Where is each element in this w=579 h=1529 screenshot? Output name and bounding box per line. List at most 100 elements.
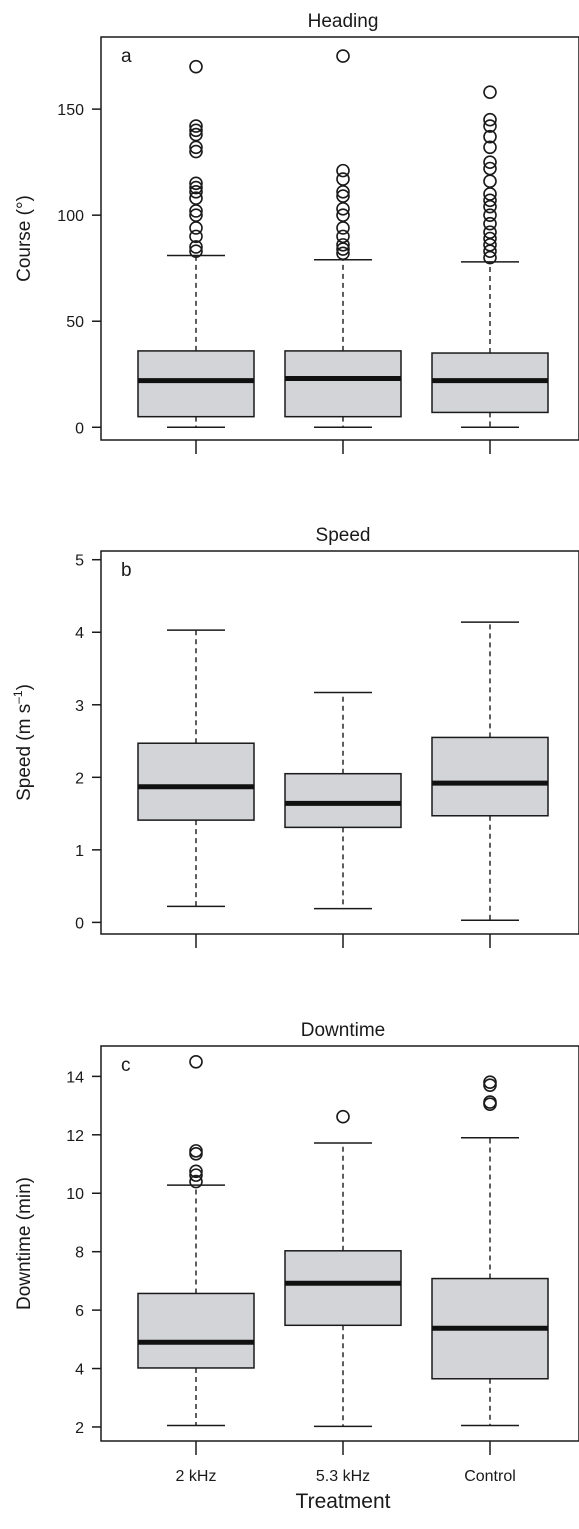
outlier-point: [336, 221, 350, 235]
outlier-point: [336, 49, 350, 63]
outlier-point: [189, 140, 203, 155]
panel-c-box-2: [284, 1109, 402, 1428]
panel-b-y-tick-label: 3: [75, 698, 84, 715]
panel-a-plot-frame: [100, 36, 579, 441]
outlier-point: [189, 144, 203, 159]
iqr-box: [137, 350, 255, 418]
outlier-point: [483, 250, 497, 265]
iqr-box: [137, 1292, 255, 1369]
outlier-point: [189, 240, 203, 254]
outlier-point: [336, 185, 350, 199]
outlier-point: [336, 163, 350, 178]
panel-c-y-axis-label: Downtime (min): [14, 1177, 35, 1310]
panel-b-y-axis-label-superscript: –1: [11, 690, 25, 704]
panel-b-y-tick-label: 2: [75, 770, 84, 787]
panel-c-box-1: [137, 1054, 255, 1427]
panel-b-letter: b: [121, 560, 132, 581]
outlier-point: [189, 123, 203, 138]
panel-b: Speed b 0 1 2 3 4 5 Speed (m s–1): [11, 525, 579, 948]
panel-b-plot-frame: [100, 550, 579, 935]
outlier-point: [483, 129, 497, 144]
panel-a-y-tick-label: 150: [57, 102, 84, 119]
outlier-point: [189, 1168, 203, 1182]
panel-c-y-tick-label: 10: [66, 1186, 84, 1203]
outlier-point: [189, 1054, 203, 1069]
panel-a-y-tick-label: 0: [75, 420, 84, 437]
outlier-point: [189, 119, 203, 133]
outlier-point: [483, 199, 497, 214]
panel-c-letter: c: [121, 1055, 131, 1076]
panel-c-x-tick-label: 5.3 kHz: [316, 1468, 370, 1485]
iqr-box: [284, 1250, 402, 1327]
outlier-point: [483, 155, 497, 169]
outlier-point: [189, 204, 203, 218]
panel-a-box-2: [284, 49, 402, 429]
panel-b-y-axis-label: Speed (m s–1): [11, 684, 35, 801]
outlier-point: [189, 1144, 203, 1158]
iqr-box: [431, 736, 549, 817]
panel-c-y-tick-label: 6: [75, 1303, 84, 1320]
outlier-point: [483, 1078, 497, 1092]
panel-a-letter: a: [121, 46, 132, 67]
panel-c-plot-frame: [100, 1045, 579, 1442]
panel-a-y-tick-label: 100: [57, 208, 84, 225]
panel-b-y-tick-label: 0: [75, 915, 84, 932]
panel-a-box-3: [431, 85, 549, 429]
panel-a-title: Heading: [308, 11, 379, 32]
panel-c-title: Downtime: [301, 1020, 385, 1041]
outlier-point: [189, 1147, 203, 1161]
outlier-point: [483, 216, 497, 231]
outlier-point: [336, 172, 350, 186]
panel-c-box-3: [431, 1075, 549, 1427]
panel-a-box-1: [137, 59, 255, 429]
panel-c-y-axis-label-text: Downtime (min): [14, 1177, 35, 1310]
outlier-point: [483, 1075, 497, 1090]
outlier-point: [483, 193, 497, 208]
panel-c: Downtime c 2 4 6 8 10 12 14 Downtime (min) 2 kHz 5.…: [14, 1020, 579, 1485]
panel-a-y-axis-label: Course (°): [14, 195, 35, 282]
panel-b-y-tick-label: 4: [75, 625, 84, 642]
outlier-point: [483, 119, 497, 133]
outlier-point: [483, 140, 497, 155]
panel-a-y-axis-label-text: Course (°): [14, 195, 35, 282]
outlier-point: [483, 1097, 497, 1111]
outlier-point: [189, 1164, 203, 1179]
panel-c-y-tick-label: 12: [66, 1128, 84, 1145]
panel-b-y-tick-label: 5: [75, 553, 84, 570]
iqr-box: [137, 742, 255, 821]
outlier-point: [189, 180, 203, 195]
outlier-point: [483, 208, 497, 222]
outlier-point: [336, 202, 350, 216]
outlier-point: [189, 221, 203, 235]
panel-c-y-tick-label: 4: [75, 1362, 84, 1379]
panel-b-title: Speed: [316, 525, 371, 546]
panel-b-y-axis-label-suffix: ): [14, 684, 35, 690]
panel-c-y-tick-label: 2: [75, 1420, 84, 1437]
panel-b-box-2: [284, 691, 402, 910]
outlier-point: [336, 1109, 350, 1124]
panel-b-box-1: [137, 629, 255, 908]
panel-b-y-tick-label: 1: [75, 843, 84, 860]
panel-c-x-tick-label: 2 kHz: [176, 1468, 217, 1485]
outlier-point: [336, 238, 350, 252]
outlier-point: [189, 176, 203, 191]
outlier-point: [189, 185, 203, 199]
outlier-point: [336, 246, 350, 261]
iqr-box: [284, 350, 402, 418]
panel-c-x-tick-label: Control: [464, 1468, 516, 1485]
x-axis-label: Treatment: [296, 1490, 391, 1513]
panel-b-box-3: [431, 621, 549, 921]
outlier-point: [483, 112, 497, 127]
panel-c-y-tick-label: 8: [75, 1245, 84, 1262]
panel-a-y-tick-label: 50: [66, 314, 84, 331]
outlier-point: [189, 244, 203, 259]
panel-c-y-tick-label: 14: [66, 1069, 84, 1086]
iqr-box: [284, 772, 402, 829]
outlier-point: [483, 174, 497, 189]
outlier-point: [483, 244, 497, 259]
outlier-point: [189, 59, 203, 74]
panel-a: Heading a 0 50 100 150 Course (°): [14, 11, 579, 454]
outlier-point: [483, 85, 497, 99]
